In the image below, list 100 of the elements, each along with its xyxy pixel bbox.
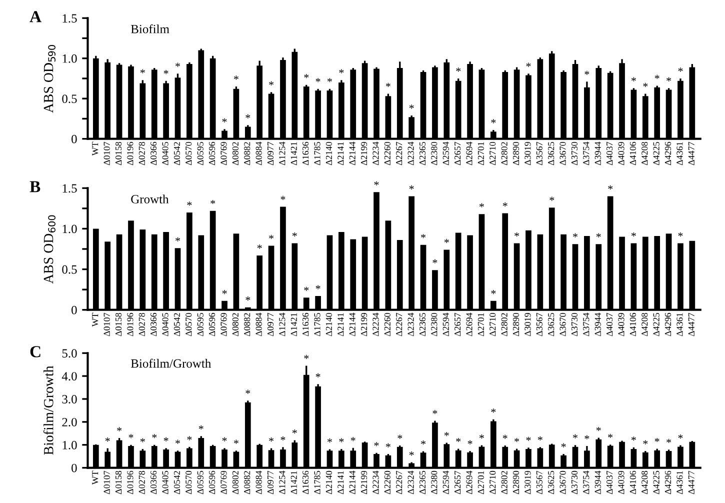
- data-label: *: [176, 237, 180, 242]
- data-label: *: [631, 77, 636, 82]
- x-tick-label: Δ3944: [594, 312, 601, 336]
- data-label: *: [421, 440, 426, 445]
- x-tick-label: Δ2140: [326, 142, 332, 166]
- data-label: *: [654, 438, 660, 442]
- data-label: *: [421, 234, 426, 238]
- data-label: *: [246, 390, 250, 394]
- x-tick-label: Δ2260: [384, 312, 390, 336]
- x-tick-label: Δ0107: [104, 470, 110, 494]
- x-tick-label: Δ4037: [606, 312, 613, 336]
- data-label: *: [432, 410, 438, 414]
- x-tick-label: Δ3567: [536, 312, 542, 336]
- x-tick-label: Δ0366: [150, 142, 157, 166]
- data-label: *: [187, 202, 192, 206]
- data-label: *: [491, 408, 496, 413]
- data-label: *: [257, 244, 262, 249]
- x-tick-label: Δ2199: [361, 470, 368, 494]
- data-label: *: [234, 440, 238, 444]
- x-tick-label: Δ4225: [653, 470, 660, 494]
- data-label: *: [316, 373, 320, 378]
- data-label: *: [386, 443, 390, 448]
- x-tick-label: Δ0158: [115, 142, 122, 166]
- x-tick-label: Δ4037: [606, 470, 613, 494]
- data-label: *: [468, 440, 472, 444]
- data-label: *: [432, 259, 438, 264]
- x-tick-label: Δ2199: [361, 312, 368, 336]
- data-label: *: [280, 436, 286, 440]
- x-tick-label: Δ0278: [138, 312, 145, 336]
- data-label: *: [280, 196, 286, 200]
- data-label: *: [292, 429, 297, 434]
- data-label: *: [269, 234, 274, 239]
- x-tick-label: Δ2260: [384, 470, 390, 494]
- data-label: *: [678, 434, 683, 439]
- x-tick-label: Δ1785: [314, 142, 320, 166]
- y-tick-label: 3.0: [62, 395, 77, 404]
- x-tick-label: Δ0595: [197, 470, 204, 494]
- data-label: *: [502, 434, 508, 439]
- x-tick-label: Δ4296: [664, 312, 672, 336]
- x-tick-label: Δ4296: [664, 470, 672, 494]
- data-label: *: [269, 81, 274, 86]
- data-label: *: [550, 196, 554, 201]
- x-tick-label: Δ2710: [490, 142, 496, 166]
- data-label: *: [176, 62, 180, 67]
- x-tick-label: Δ2594: [442, 312, 449, 336]
- x-tick-label: Δ4106: [630, 470, 636, 494]
- data-label: *: [374, 181, 379, 186]
- data-label: *: [409, 185, 414, 190]
- data-label: *: [456, 438, 461, 442]
- x-tick-label: Δ1254: [279, 142, 286, 166]
- x-tick-label: Δ2380: [431, 142, 438, 166]
- x-tick-label: Δ0542: [174, 471, 180, 494]
- x-tick-label: Δ3625: [548, 312, 554, 336]
- x-tick-label: WT: [92, 142, 98, 156]
- x-tick-label: Δ0596: [208, 312, 216, 336]
- x-tick-label: Δ0977: [267, 312, 274, 336]
- data-label: *: [164, 70, 168, 74]
- data-label: *: [128, 434, 134, 438]
- x-tick-label: Δ2710: [490, 312, 496, 336]
- x-tick-label: Δ2324: [408, 142, 414, 166]
- x-tick-label: Δ2380: [431, 470, 438, 494]
- y-tick-label: 0.5: [62, 265, 77, 274]
- x-tick-label: Δ3730: [571, 142, 578, 166]
- y-tick-label: 1.0: [62, 54, 77, 63]
- x-tick-label: Δ3567: [536, 470, 542, 494]
- x-tick-label: Δ0884: [256, 142, 262, 166]
- data-label: *: [222, 290, 227, 294]
- x-tick-label: Δ4106: [630, 142, 636, 166]
- x-tick-label: Δ0542: [174, 142, 180, 166]
- x-tick-label: Δ1254: [279, 312, 286, 336]
- y-axis-title: ABS OD$_{590}$: [44, 44, 56, 113]
- data-label: *: [152, 434, 157, 438]
- y-tick-label: 0: [72, 464, 77, 472]
- chart-title: C: [30, 346, 40, 358]
- x-tick-label: Δ2144: [349, 312, 356, 336]
- x-tick-label: Δ1785: [314, 312, 320, 336]
- x-tick-label: Δ1636: [302, 142, 309, 166]
- x-tick-label: Δ0366: [150, 470, 157, 494]
- x-tick-label: Δ2701: [478, 313, 484, 336]
- y-tick-label: 2.0: [62, 418, 77, 426]
- y-tick-label: 0: [72, 306, 77, 314]
- data-label: *: [678, 68, 683, 72]
- x-tick-label: Δ0570: [186, 312, 192, 336]
- data-label: *: [339, 438, 344, 442]
- x-tick-label: Δ2324: [408, 470, 414, 494]
- data-label: *: [678, 232, 683, 237]
- x-tick-label: Δ3670: [560, 142, 566, 166]
- data-label: *: [666, 438, 672, 443]
- x-tick-label: Δ2710: [490, 470, 496, 494]
- x-tick-label: Δ2594: [442, 142, 449, 166]
- x-tick-label: Δ0595: [197, 312, 204, 336]
- x-tick-label: Δ4477: [688, 312, 694, 336]
- data-label: *: [269, 438, 274, 442]
- data-label: *: [444, 432, 449, 436]
- y-tick-label: 1.5: [62, 184, 77, 193]
- x-tick-label: Δ0802: [232, 471, 238, 494]
- data-label: *: [234, 76, 238, 80]
- data-label: *: [561, 443, 566, 448]
- data-label: *: [187, 436, 192, 440]
- x-tick-label: Δ3944: [594, 142, 601, 166]
